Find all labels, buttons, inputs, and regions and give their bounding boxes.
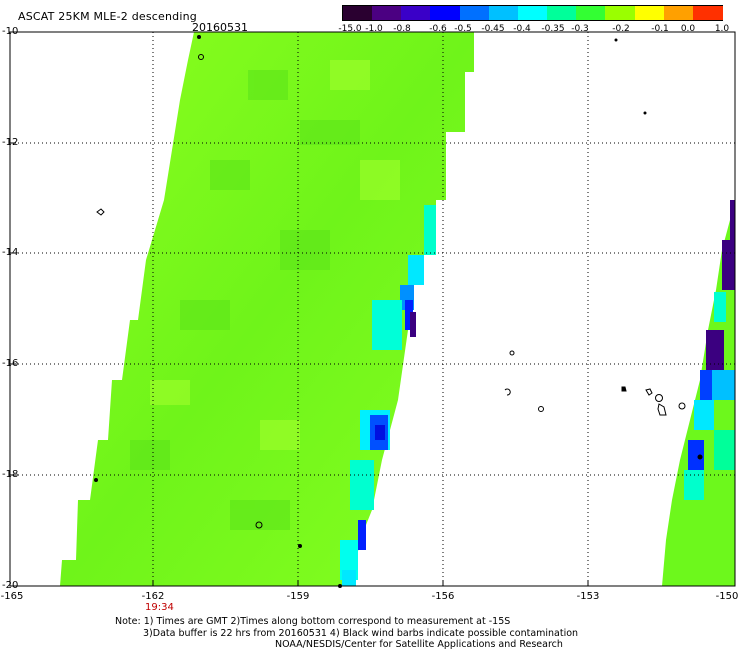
colorbar-label: -0.1 [651, 24, 669, 34]
colorbar-label: 0.0 [680, 24, 696, 34]
x-tick-label: -162 [141, 591, 165, 602]
colorbar-segment [663, 6, 694, 20]
graticule [10, 32, 735, 586]
colorbar-label: -0.6 [429, 24, 447, 34]
y-tick-label: -16 [2, 358, 19, 369]
colorbar-label: -1.0 [365, 24, 383, 34]
colorbar-label: -0.8 [393, 24, 411, 34]
colorbar-segment [372, 6, 403, 20]
colorbar-segment [401, 6, 432, 20]
y-tick-label: -14 [2, 247, 19, 258]
note-line-1: Note: 1) Times are GMT 2)Times along bot… [115, 616, 511, 627]
colorbar [342, 5, 723, 21]
colorbar-segment [547, 6, 577, 20]
swath-edge-colors [340, 205, 436, 586]
colorbar-label: 1.0 [714, 24, 730, 34]
colorbar-segment [692, 6, 723, 20]
colorbar-labels: -15.0 -1.0 -0.8 -0.6 -0.5 -0.45 -0.4 -0.35 -0.3 -… [330, 24, 740, 36]
colorbar-segment [576, 6, 607, 20]
x-tick-label: -150 [715, 591, 739, 602]
swath-time-label: 19:34 [145, 602, 174, 613]
y-tick-label: -20 [2, 580, 19, 591]
x-tick-label: -159 [286, 591, 310, 602]
colorbar-segment [459, 6, 490, 20]
note-line-2: 3)Data buffer is 22 hrs from 20160531 4)… [143, 628, 579, 639]
colorbar-label: -0.2 [612, 24, 630, 34]
x-tick-label: -165 [0, 591, 24, 602]
colorbar-segment [634, 6, 665, 20]
colorbar-label: -0.45 [481, 24, 505, 34]
colorbar-segment [605, 6, 636, 20]
colorbar-segment [488, 6, 519, 20]
plot-frame [9, 31, 736, 587]
colorbar-label: -0.3 [571, 24, 589, 34]
note-line-3: NOAA/NESDIS/Center for Satellite Applica… [275, 639, 563, 650]
swath-east-edge [684, 200, 735, 500]
colorbar-label: -0.35 [541, 24, 565, 34]
colorbar-label: -0.4 [513, 24, 531, 34]
x-tick-label: -156 [431, 591, 455, 602]
product-title: ASCAT 25KM MLE-2 descending [18, 10, 197, 23]
islands [94, 35, 703, 588]
y-tick-label: -12 [2, 137, 19, 148]
colorbar-label: -0.5 [454, 24, 472, 34]
y-tick-label: -10 [2, 26, 19, 37]
swath-texture [130, 70, 360, 530]
x-tick-label: -153 [576, 591, 600, 602]
colorbar-segment [343, 6, 373, 20]
colorbar-segment [430, 6, 461, 20]
product-date: 20160531 [192, 21, 248, 34]
tick-marks [10, 142, 589, 586]
colorbar-label: -15.0 [338, 24, 362, 34]
y-tick-label: -18 [2, 469, 19, 480]
colorbar-segment [517, 6, 548, 20]
